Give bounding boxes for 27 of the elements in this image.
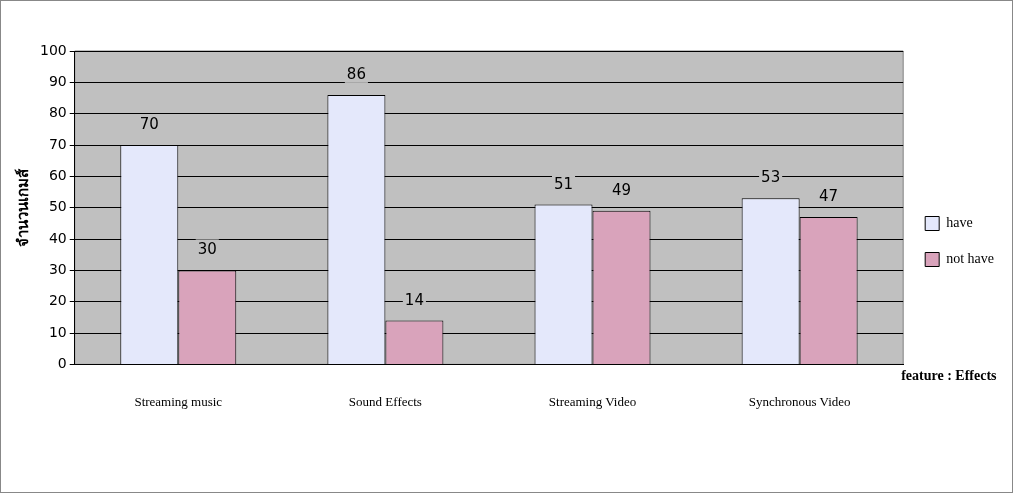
x-tick-label: Streaming Video [548, 393, 637, 409]
y-tick-label: 90 [48, 72, 67, 89]
data-label: 49 [611, 180, 632, 199]
data-label: 51 [553, 174, 574, 193]
x-tick-label: Sound Effects [348, 393, 422, 409]
x-tick-label: Streaming music [134, 393, 223, 409]
y-tick-label: 50 [48, 198, 67, 215]
data-label: 53 [761, 168, 781, 187]
data-label: 86 [346, 64, 366, 83]
y-tick-label: 40 [48, 229, 67, 246]
x-axis-title: feature : Effects [901, 368, 998, 384]
x-tick-label: Synchronous Video [748, 393, 851, 409]
y-tick-label: 70 [48, 135, 67, 152]
y-tick-label: 100 [39, 41, 67, 58]
y-axis-title: จำนวนเกมส์ [13, 167, 31, 247]
data-label: 47 [819, 187, 839, 206]
legend-label: not have [946, 251, 995, 267]
y-tick-label: 0 [57, 355, 67, 372]
y-tick-label: 80 [48, 104, 67, 121]
data-label: 70 [139, 115, 159, 134]
y-tick-label: 20 [48, 292, 67, 309]
data-label: 14 [404, 290, 424, 309]
y-tick-label: 30 [48, 261, 67, 278]
data-label: 30 [197, 240, 217, 259]
y-tick-label: 10 [48, 323, 67, 340]
y-tick-label: 60 [48, 167, 67, 183]
legend-label: have [946, 215, 973, 231]
